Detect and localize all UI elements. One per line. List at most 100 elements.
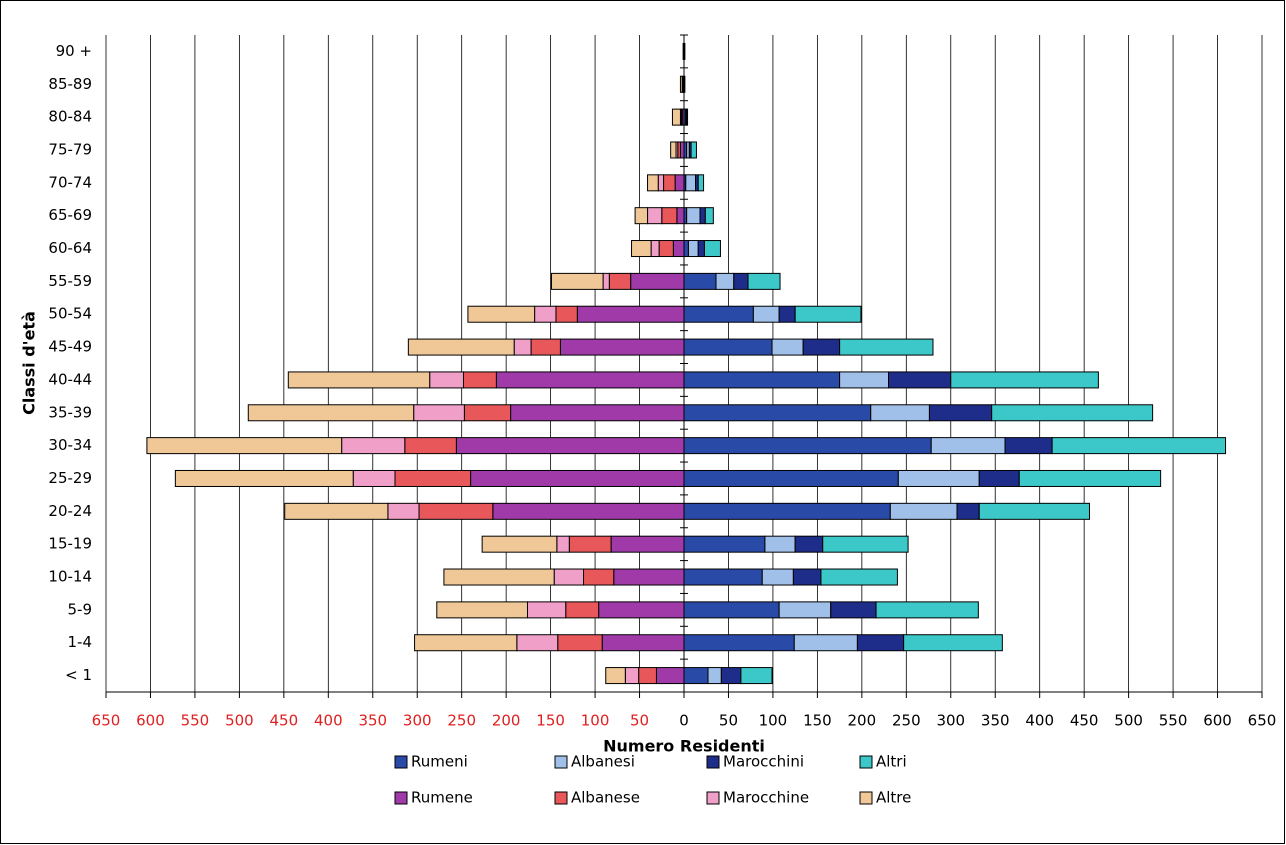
x-tick-label: 500: [1114, 712, 1143, 730]
x-tick-label: 350: [358, 712, 387, 730]
x-tick-label: 650: [1248, 712, 1277, 730]
y-tick-label: 50-54: [48, 305, 92, 323]
y-tick-label: 45-49: [48, 338, 92, 356]
bar: [928, 404, 993, 422]
bar: [463, 404, 512, 422]
bar: [778, 305, 796, 323]
bar: [930, 437, 1006, 455]
bar: [752, 305, 780, 323]
x-tick-label: 200: [848, 712, 877, 730]
bar: [888, 371, 952, 389]
x-tick-label: 650: [92, 712, 121, 730]
bar: [761, 568, 794, 586]
bar: [683, 371, 841, 389]
bar: [704, 207, 714, 225]
bar: [683, 568, 763, 586]
y-tick-label: 55-59: [48, 272, 92, 290]
bar: [510, 404, 685, 422]
legend-label: Rumeni: [411, 753, 468, 771]
bar: [683, 601, 780, 619]
bar: [683, 404, 872, 422]
bar: [820, 568, 898, 586]
x-tick-label: 600: [1203, 712, 1232, 730]
bar: [703, 240, 721, 258]
bar: [605, 667, 626, 685]
bar: [764, 535, 796, 553]
y-tick-label: 65-69: [48, 206, 92, 224]
legend-swatch: [706, 755, 720, 769]
bar: [247, 404, 415, 422]
y-tick-label: < 1: [65, 666, 92, 684]
bar: [683, 272, 717, 290]
x-tick-label: 500: [225, 712, 254, 730]
legend-label: Albanesi: [571, 753, 635, 771]
bar: [655, 667, 685, 685]
bar: [671, 108, 681, 126]
y-tick-label: 75-79: [48, 140, 92, 158]
bar: [657, 174, 665, 192]
x-tick-label: 550: [181, 712, 210, 730]
legend-swatch: [394, 755, 408, 769]
bar: [875, 601, 979, 619]
bar: [856, 634, 905, 652]
bar: [481, 535, 558, 553]
y-tick-label: 10-14: [48, 568, 92, 586]
bar: [404, 437, 457, 455]
x-tick-label: 150: [536, 712, 565, 730]
x-tick-label: 350: [981, 712, 1010, 730]
y-tick-label: 20-24: [48, 502, 92, 520]
bar: [687, 240, 699, 258]
x-tick-label: 0: [679, 712, 689, 730]
bar: [870, 404, 930, 422]
bar: [1004, 437, 1053, 455]
bar: [683, 469, 899, 487]
bar: [794, 305, 862, 323]
x-tick-label: 50: [630, 712, 649, 730]
bar: [683, 502, 891, 520]
x-tick-label: 300: [403, 712, 432, 730]
y-tick-label: 60-64: [48, 239, 92, 257]
bar: [576, 305, 685, 323]
bar: [747, 272, 781, 290]
bar: [793, 634, 858, 652]
bar: [513, 338, 532, 356]
legend-label: Albanese: [571, 789, 640, 807]
bar: [683, 634, 795, 652]
x-tick-label: 50: [719, 712, 738, 730]
y-tick-label: 25-29: [48, 469, 92, 487]
bar: [443, 568, 555, 586]
y-tick-label: 80-84: [48, 108, 92, 126]
bar: [830, 601, 877, 619]
bar: [679, 141, 685, 159]
bar: [146, 437, 343, 455]
bar: [794, 535, 824, 553]
bar: [683, 305, 754, 323]
legend-label: Altri: [876, 753, 907, 771]
bar: [467, 305, 536, 323]
bar: [676, 207, 685, 225]
bar: [720, 667, 742, 685]
bar: [526, 601, 567, 619]
bar: [610, 535, 685, 553]
bar: [407, 338, 515, 356]
bar: [683, 535, 766, 553]
bar: [699, 207, 706, 225]
bar: [903, 634, 1003, 652]
bar: [978, 502, 1090, 520]
bar: [413, 404, 465, 422]
bar: [740, 667, 773, 685]
bar: [674, 174, 685, 192]
y-tick-label: 5-9: [68, 600, 93, 618]
bar: [683, 338, 773, 356]
x-tick-label: 250: [892, 712, 921, 730]
bar: [638, 667, 657, 685]
bar: [534, 305, 557, 323]
legend-label: Altre: [876, 789, 911, 807]
x-tick-label: 450: [1070, 712, 1099, 730]
bar: [647, 174, 659, 192]
bar: [733, 272, 749, 290]
x-tick-label: 400: [314, 712, 343, 730]
bar: [495, 371, 685, 389]
legend-swatch: [706, 791, 720, 805]
bar: [897, 469, 980, 487]
